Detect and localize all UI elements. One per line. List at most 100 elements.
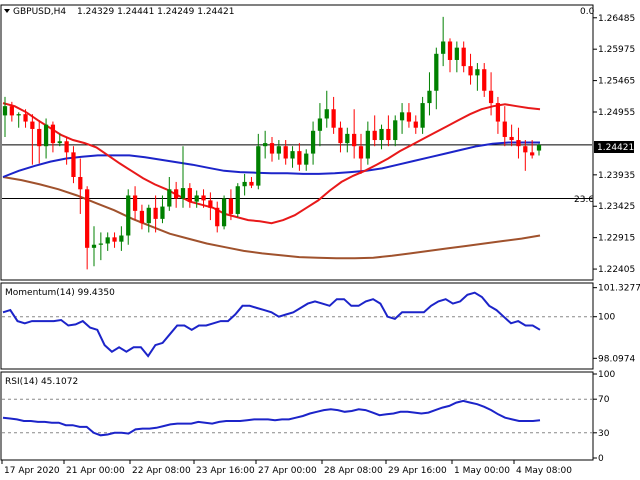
time-axis-label: 22 Apr 08:00 [132, 466, 191, 476]
candle-body [413, 121, 418, 128]
candle-body [146, 207, 151, 224]
candle-body [516, 140, 521, 147]
ma-fast-line [2, 102, 541, 225]
symbol-timeframe: GBPUSD,H4 [13, 7, 66, 17]
current-price-label: 1.24421 [597, 143, 634, 153]
momentum-y-axis: 101.3277 100 98.0974 [593, 284, 640, 364]
candle-body [78, 176, 83, 190]
price-y-tick-label: 1.23425 [598, 202, 635, 212]
rsi-y-tick-label: 70 [598, 395, 610, 405]
candle-body [57, 141, 62, 144]
candle-body [468, 66, 473, 76]
candle-body [461, 47, 466, 67]
price-y-axis: 1.26485 1.25975 1.25465 1.24955 1.23935 1.234… [593, 14, 635, 275]
candle-body [482, 69, 487, 91]
time-axis: 17 Apr 2020 21 Apr 00:00 22 Apr 08:00 23 Ap… [1, 460, 572, 476]
candle-body [488, 90, 494, 104]
candle-body [454, 47, 459, 60]
ma-slow-line [2, 176, 541, 260]
candle-body [167, 189, 172, 207]
candle-body [352, 133, 357, 147]
candle-body [30, 121, 35, 129]
candle-body [256, 146, 261, 186]
candle-body [358, 146, 364, 159]
candle-body [43, 124, 49, 147]
rsi-line [2, 399, 541, 437]
candle-body [2, 106, 8, 116]
time-axis-label: 21 Apr 00:00 [66, 466, 125, 476]
candle-body [208, 200, 213, 208]
time-axis-label: 29 Apr 16:00 [388, 466, 447, 476]
candle-body [420, 103, 425, 128]
price-pane-frame [0, 4, 594, 281]
candle-body [441, 41, 446, 54]
candle-body [71, 152, 76, 177]
price-y-tick-label: 1.22915 [598, 234, 635, 244]
price-y-tick-label: 1.26485 [598, 14, 635, 24]
rsi-pane[interactable]: RSI(14) 45.1072 100 70 30 0 [0, 370, 615, 464]
momentum-pane[interactable]: Momentum(14) 99.4350 101.3277 100 98.0974 [0, 282, 640, 370]
candle-body [283, 146, 288, 159]
corner-value: 0.0 [580, 7, 595, 17]
candle-body [304, 153, 309, 165]
price-y-tick-label: 1.24955 [598, 108, 635, 118]
candle-body [201, 195, 206, 201]
candle-body [105, 237, 110, 244]
candle-body [249, 181, 254, 186]
time-axis-label: 4 May 08:00 [516, 466, 572, 476]
candle-body [180, 188, 186, 199]
momentum-y-tick-label: 98.0974 [598, 354, 635, 364]
price-pane[interactable]: GBPUSD,H4 1.24329 1.24441 1.24249 1.2442… [0, 4, 635, 281]
price-y-tick-label: 1.25975 [598, 45, 635, 55]
candle-body [536, 144, 542, 151]
candle-body [174, 189, 179, 199]
candle-body [215, 207, 220, 227]
candle-body [502, 121, 507, 137]
candle-body [9, 106, 14, 116]
fib-level-label: 23.6 [574, 195, 594, 205]
candle-body [399, 112, 405, 121]
candle-body [338, 127, 343, 144]
candle-body [139, 210, 145, 224]
candle-body [269, 143, 275, 154]
candle-body [228, 198, 234, 214]
candle-body [187, 188, 192, 202]
candle-body [386, 128, 391, 141]
candle-body [434, 53, 439, 91]
rsi-y-axis: 100 70 30 0 [593, 370, 615, 464]
candle-body [379, 128, 384, 141]
candle-body [276, 146, 281, 154]
candle-body [37, 128, 42, 147]
candle-body [317, 118, 323, 131]
candle-body [242, 181, 247, 187]
candle-body [475, 69, 480, 76]
time-axis-label: 1 May 00:00 [454, 466, 510, 476]
candle-body [235, 186, 240, 214]
candle-body [91, 244, 97, 248]
momentum-line [2, 291, 541, 358]
candle-body [126, 195, 131, 236]
candle-body [112, 237, 117, 242]
price-y-tick-label: 1.23935 [598, 171, 635, 181]
price-marks [2, 16, 592, 270]
candle-body [310, 130, 316, 154]
collapse-arrow-icon[interactable] [4, 9, 10, 13]
price-y-tick-label: 1.25465 [598, 77, 635, 87]
candle-body [119, 235, 124, 242]
time-axis-label: 28 Apr 08:00 [324, 466, 383, 476]
candle-body [495, 103, 501, 122]
price-y-tick-label: 1.22405 [598, 265, 635, 275]
candle-body [523, 146, 528, 153]
momentum-pane-frame [0, 282, 594, 370]
candle-body [50, 124, 56, 144]
candle-body [263, 143, 268, 147]
ma-mid-line [2, 141, 540, 178]
time-axis-label: 23 Apr 16:00 [196, 466, 255, 476]
candle-body [447, 41, 453, 60]
candle-body [372, 130, 377, 141]
candle-body [509, 136, 514, 141]
candle-body [530, 152, 535, 156]
rsi-pane-frame [0, 371, 594, 461]
candle-body [406, 112, 412, 122]
